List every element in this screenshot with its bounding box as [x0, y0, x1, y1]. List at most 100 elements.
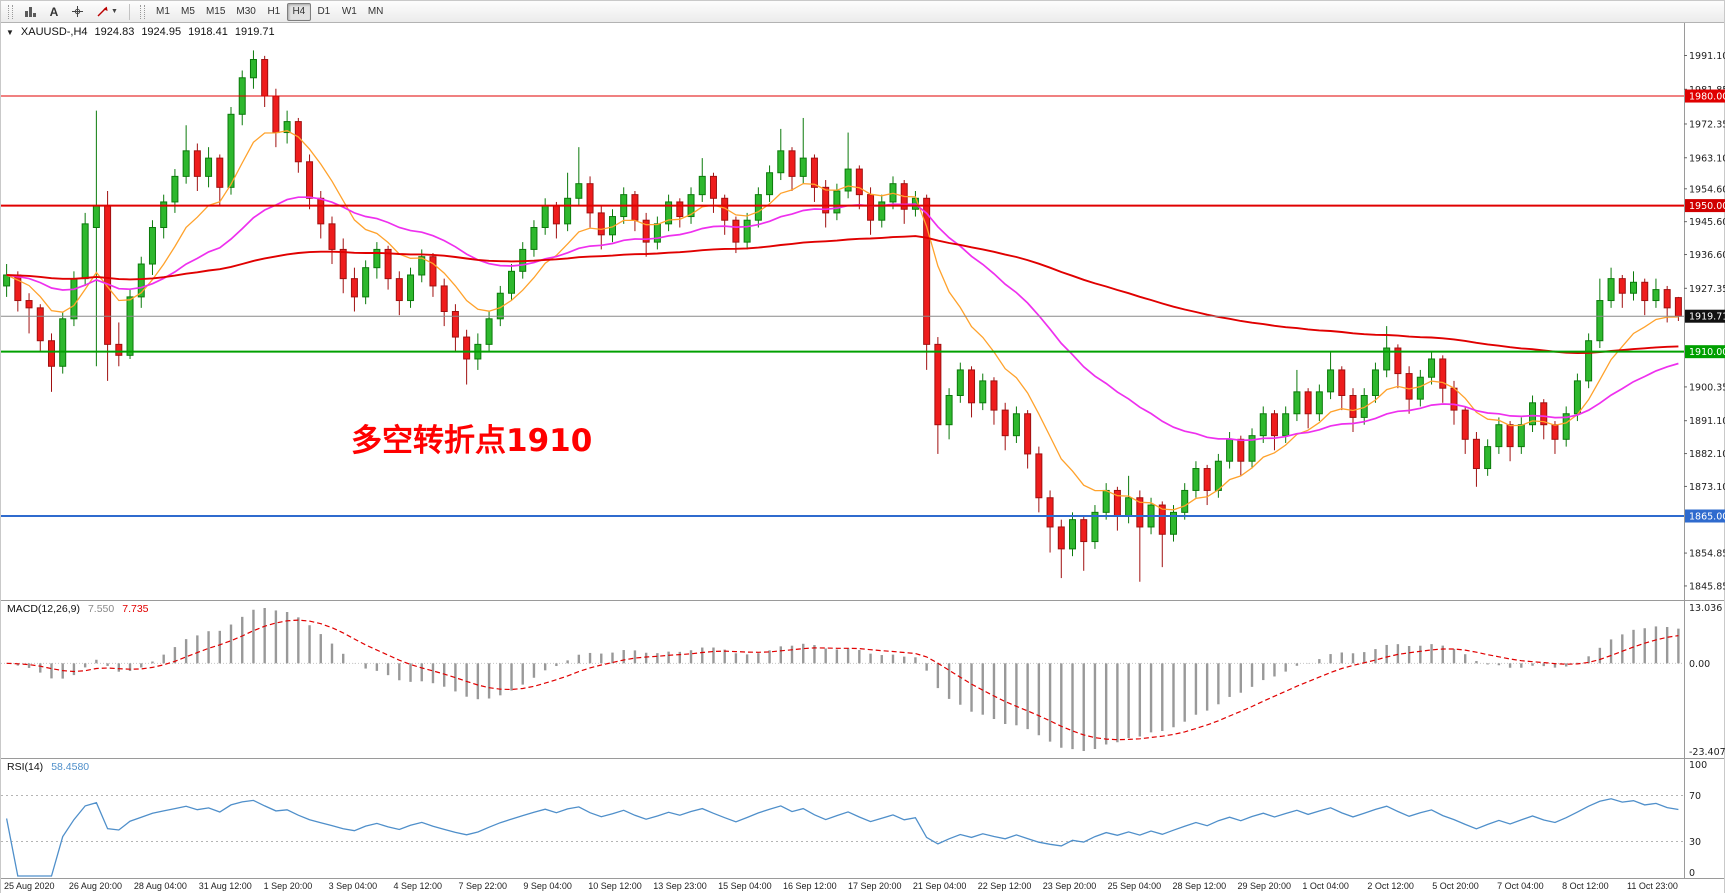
- svg-text:1950.00: 1950.00: [1689, 201, 1725, 212]
- time-label: 25 Sep 04:00: [1107, 881, 1162, 891]
- time-label: 22 Sep 12:00: [977, 881, 1032, 891]
- arrow-tool-icon: [97, 6, 108, 17]
- svg-text:1972.35: 1972.35: [1689, 119, 1725, 130]
- macd-chart[interactable]: 13.036 0.00 -23.407: [1, 601, 1725, 758]
- rsi-axis-labels: 100 70 30 0: [1689, 760, 1707, 878]
- open-value: 1924.83: [94, 26, 135, 38]
- toolbar-separator: [128, 3, 130, 20]
- time-label: 29 Sep 20:00: [1237, 881, 1292, 891]
- svg-text:1927.35: 1927.35: [1689, 284, 1725, 295]
- rsi-label: RSI(14) 58.4580: [7, 761, 89, 773]
- annotation-text: 多空转折点1910: [351, 423, 593, 459]
- timeframe-M30[interactable]: M30: [231, 3, 260, 21]
- time-label: 1 Oct 04:00: [1302, 881, 1349, 891]
- chart-mode-button[interactable]: [19, 3, 42, 21]
- time-label: 4 Sep 12:00: [393, 881, 443, 891]
- svg-text:1900.35: 1900.35: [1689, 382, 1725, 393]
- chevron-down-icon: ▼: [111, 8, 118, 15]
- svg-text:1910.00: 1910.00: [1689, 347, 1725, 358]
- svg-text:1919.71: 1919.71: [1689, 312, 1725, 323]
- time-label: 26 Aug 20:00: [68, 881, 122, 891]
- timeframe-group: M1 M5 M15 M30 H1 H4 D1 W1 MN: [151, 2, 389, 21]
- svg-text:70: 70: [1689, 791, 1701, 802]
- macd-panel[interactable]: 13.036 0.00 -23.407 MACD(12,26,9) 7.550 7.…: [1, 601, 1725, 759]
- svg-text:1891.10: 1891.10: [1689, 416, 1725, 427]
- time-label: 8 Oct 12:00: [1562, 881, 1609, 891]
- symbol-label: XAUUSD-,H4: [20, 26, 88, 38]
- ma-line-slow: [6, 235, 1679, 355]
- time-label: 11 Oct 23:00: [1627, 881, 1678, 891]
- svg-text:100: 100: [1689, 760, 1707, 771]
- macd-signal-line: [6, 619, 1679, 741]
- time-label: 13 Sep 23:00: [653, 881, 707, 891]
- time-label: 28 Aug 04:00: [133, 881, 187, 891]
- candles: [3, 50, 1682, 582]
- svg-text:1936.60: 1936.60: [1689, 250, 1725, 261]
- timeframe-MN[interactable]: MN: [363, 3, 389, 21]
- svg-text:1845.85: 1845.85: [1689, 581, 1725, 592]
- toolbar-grip[interactable]: [8, 4, 13, 19]
- rsi-panel[interactable]: 100 70 30 0 RSI(14) 58.4580: [1, 759, 1724, 879]
- timeframe-M1[interactable]: M1: [151, 3, 175, 21]
- macd-signal-value: 7.735: [122, 603, 149, 615]
- rsi-chart[interactable]: 100 70 30 0: [1, 759, 1725, 878]
- rsi-value: 58.4580: [51, 761, 90, 773]
- timeframe-W1[interactable]: W1: [337, 3, 362, 21]
- svg-text:0: 0: [1689, 868, 1695, 878]
- svg-text:1945.60: 1945.60: [1689, 217, 1725, 228]
- time-label: 15 Sep 04:00: [718, 881, 772, 891]
- svg-text:0.00: 0.00: [1689, 659, 1710, 670]
- text-label-button-label: A: [49, 4, 59, 19]
- svg-text:13.036: 13.036: [1689, 603, 1722, 614]
- time-label: 25 Aug 2020: [4, 881, 55, 891]
- level-lines[interactable]: [1, 95, 1684, 518]
- close-value: 1919.71: [234, 26, 275, 38]
- price-chart-panel[interactable]: 1991.101981.851972.351963.101954.601945.…: [1, 23, 1725, 601]
- text-label-button[interactable]: A: [44, 3, 64, 21]
- rsi-line: [5, 798, 1679, 877]
- symbol-dropdown-icon[interactable]: ▼: [6, 27, 14, 37]
- macd-histogram: [16, 608, 1680, 751]
- time-label: 2 Oct 12:00: [1367, 881, 1414, 891]
- svg-text:1854.85: 1854.85: [1689, 549, 1725, 560]
- svg-text:30: 30: [1689, 837, 1701, 848]
- time-label: 3 Sep 04:00: [328, 881, 378, 891]
- time-label: 17 Sep 20:00: [847, 881, 902, 891]
- macd-main-value: 7.550: [87, 603, 115, 615]
- timeframe-M15[interactable]: M15: [201, 3, 230, 21]
- arrow-tools-button[interactable]: ▼: [91, 3, 123, 21]
- time-axis: 25 Aug 2020 26 Aug 20:00 28 Aug 04:00 31 Au…: [1, 879, 1724, 893]
- crosshair-icon: [72, 6, 83, 17]
- time-label: 7 Oct 04:00: [1497, 881, 1544, 891]
- time-label: 9 Sep 04:00: [523, 881, 572, 891]
- svg-text:1963.10: 1963.10: [1689, 153, 1725, 164]
- ma-line-medium: [6, 196, 1679, 442]
- crosshair-button[interactable]: [66, 3, 89, 21]
- timeframe-H4[interactable]: H4: [286, 2, 311, 21]
- time-label: 10 Sep 12:00: [588, 881, 642, 891]
- price-chart[interactable]: 1991.101981.851972.351963.101954.601945.…: [1, 23, 1725, 600]
- timeframe-D1[interactable]: D1: [312, 3, 336, 21]
- time-label: 23 Sep 20:00: [1042, 881, 1097, 891]
- timeframe-toolbar-grip[interactable]: [139, 4, 145, 19]
- time-label: 21 Sep 04:00: [912, 881, 967, 891]
- svg-text:1991.10: 1991.10: [1689, 51, 1725, 62]
- low-value: 1918.41: [188, 26, 228, 38]
- time-label: 31 Aug 12:00: [198, 881, 252, 891]
- macd-axis-labels: 13.036 0.00 -23.407: [1689, 603, 1725, 758]
- svg-text:1954.60: 1954.60: [1689, 184, 1725, 195]
- time-label: 16 Sep 12:00: [783, 881, 837, 891]
- macd-name: MACD(12,26,9): [7, 603, 80, 615]
- svg-text:1873.10: 1873.10: [1689, 482, 1725, 493]
- timeframe-H1[interactable]: H1: [262, 3, 286, 21]
- high-value: 1924.95: [141, 26, 182, 38]
- chart-ohlc-header: ▼ XAUUSD-,H4 1924.83 1924.95 1918.41 191…: [6, 26, 275, 38]
- svg-text:1882.10: 1882.10: [1689, 449, 1725, 460]
- svg-text:1865.00: 1865.00: [1689, 512, 1725, 523]
- rsi-name: RSI(14): [7, 761, 44, 773]
- timeframe-M5[interactable]: M5: [176, 3, 200, 21]
- toolbar: A ▼ M1 M5 M15 M30 H1 H4 D1 W1 MN: [1, 1, 1724, 23]
- time-label: 1 Sep 20:00: [263, 881, 313, 891]
- macd-label: MACD(12,26,9) 7.550 7.735: [7, 603, 149, 615]
